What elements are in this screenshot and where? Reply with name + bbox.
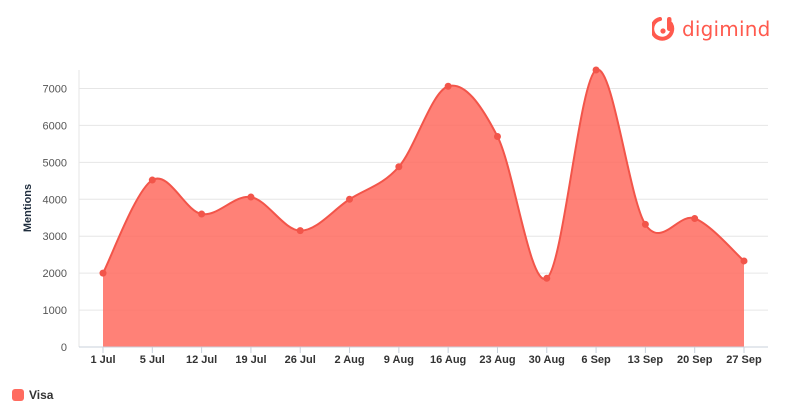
y-axis-ticks: 0 1000 2000 3000 4000 5000 6000 7000 <box>43 83 67 354</box>
data-point[interactable] <box>395 163 403 171</box>
x-tick-label: 5 Jul <box>140 354 165 366</box>
digimind-logo-icon <box>652 17 675 41</box>
x-tick-label: 6 Sep <box>581 354 611 366</box>
digimind-logo: digimind <box>652 14 771 44</box>
x-tick-label: 2 Aug <box>334 354 364 366</box>
data-point[interactable] <box>493 132 501 140</box>
x-tick-label: 12 Jul <box>186 354 217 366</box>
x-tick-label: 13 Sep <box>628 354 664 366</box>
x-tick-label: 27 Sep <box>726 354 762 366</box>
x-tick-label: 16 Aug <box>430 354 466 366</box>
data-point[interactable] <box>691 214 699 222</box>
data-point[interactable] <box>543 274 551 282</box>
legend-label-visa: Visa <box>29 388 54 402</box>
x-tick-label: 23 Aug <box>479 354 515 366</box>
x-tick-label: 9 Aug <box>384 354 414 366</box>
data-point[interactable] <box>592 66 600 74</box>
series-line <box>102 68 745 280</box>
y-tick-label: 4000 <box>43 194 67 206</box>
data-point[interactable] <box>641 220 649 228</box>
series-visa <box>99 66 748 347</box>
series-area <box>103 69 744 347</box>
x-tick-label: 1 Jul <box>90 354 115 366</box>
y-axis-title: Mentions <box>22 184 34 232</box>
x-axis-ticks: 1 Jul 5 Jul 12 Jul 19 Jul 26 Jul 2 Aug 9 Aug 16… <box>90 347 762 366</box>
x-tick-label: 30 Aug <box>529 354 565 366</box>
data-point[interactable] <box>247 193 255 201</box>
data-point[interactable] <box>444 82 452 90</box>
data-point[interactable] <box>346 195 354 203</box>
y-tick-label: 7000 <box>43 83 67 95</box>
legend[interactable]: Visa <box>12 388 53 402</box>
y-tick-label: 3000 <box>43 231 67 243</box>
data-point[interactable] <box>740 257 748 265</box>
x-tick-label: 20 Sep <box>677 354 713 366</box>
y-tick-label: 2000 <box>43 268 67 280</box>
y-tick-label: 0 <box>61 342 67 354</box>
x-tick-label: 19 Jul <box>235 354 266 366</box>
logo-text: digimind <box>682 17 771 41</box>
data-point[interactable] <box>99 269 107 277</box>
data-point[interactable] <box>198 210 206 218</box>
x-tick-label: 26 Jul <box>285 354 316 366</box>
legend-swatch <box>12 389 24 401</box>
y-tick-label: 5000 <box>43 157 67 169</box>
data-point[interactable] <box>296 227 304 235</box>
data-point[interactable] <box>148 176 156 184</box>
y-tick-label: 1000 <box>43 305 67 317</box>
y-tick-label: 6000 <box>43 120 67 132</box>
